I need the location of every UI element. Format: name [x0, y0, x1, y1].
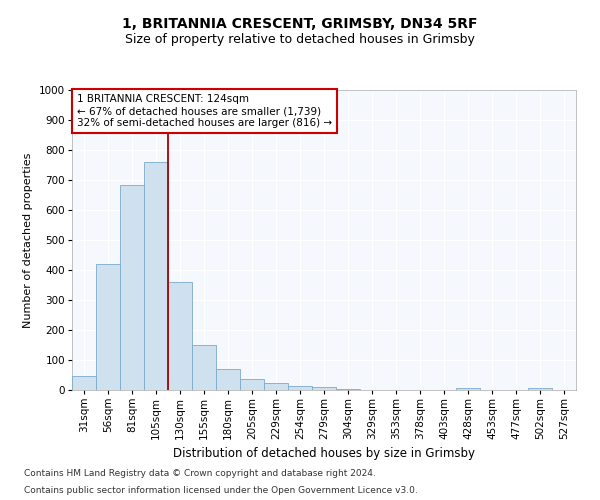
- Text: 1 BRITANNIA CRESCENT: 124sqm
← 67% of detached houses are smaller (1,739)
32% of: 1 BRITANNIA CRESCENT: 124sqm ← 67% of de…: [77, 94, 332, 128]
- Text: Size of property relative to detached houses in Grimsby: Size of property relative to detached ho…: [125, 32, 475, 46]
- Bar: [528, 388, 552, 390]
- X-axis label: Distribution of detached houses by size in Grimsby: Distribution of detached houses by size …: [173, 448, 475, 460]
- Bar: [240, 378, 264, 390]
- Bar: [336, 388, 360, 390]
- Text: Contains public sector information licensed under the Open Government Licence v3: Contains public sector information licen…: [24, 486, 418, 495]
- Bar: [312, 387, 336, 390]
- Bar: [144, 162, 168, 390]
- Bar: [168, 282, 192, 390]
- Text: Contains HM Land Registry data © Crown copyright and database right 2024.: Contains HM Land Registry data © Crown c…: [24, 468, 376, 477]
- Bar: [456, 388, 480, 390]
- Bar: [288, 386, 312, 390]
- Bar: [96, 264, 120, 390]
- Bar: [216, 369, 240, 390]
- Bar: [72, 376, 96, 390]
- Text: 1, BRITANNIA CRESCENT, GRIMSBY, DN34 5RF: 1, BRITANNIA CRESCENT, GRIMSBY, DN34 5RF: [122, 18, 478, 32]
- Bar: [120, 184, 144, 390]
- Bar: [264, 382, 288, 390]
- Bar: [192, 345, 216, 390]
- Y-axis label: Number of detached properties: Number of detached properties: [23, 152, 34, 328]
